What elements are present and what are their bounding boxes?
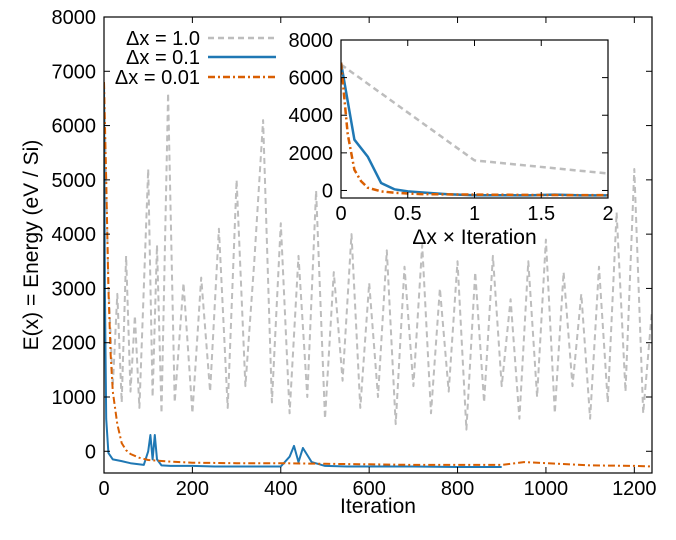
main-xtick-label: 800 [441,478,474,500]
main-xtick-label: 400 [264,478,297,500]
main-xtick-label: 0 [98,478,109,500]
inset-xtick-label: 1.5 [527,203,555,225]
inset-xtick-label: 2 [602,203,613,225]
inset-ytick-label: 6000 [289,68,334,90]
legend-label-0: Δx = 1.0 [126,28,200,50]
inset-ytick-label: 4000 [289,105,334,127]
main-plot: 0 200 400 600 800 1000 12008000700060005000400… [20,7,657,518]
main-xtick-label: 600 [352,478,385,500]
main-ytick-label: 3000 [52,278,97,300]
main-ytick-label: 0 [85,441,96,463]
legend-label-2: Δx = 0.01 [115,67,200,89]
main-ytick-label: 6000 [52,116,97,138]
inset-ytick-label: 0 [322,180,333,202]
main-ytick-label: 4000 [52,224,97,246]
main-frame [103,16,653,474]
main-series-group [104,82,652,468]
main-series-2 [104,82,652,468]
inset-xtick-label: 0.5 [394,203,422,225]
inset-xtick-label: 1 [469,203,480,225]
inset-xtick-label: 0 [335,203,346,225]
legend-label-1: Δx = 0.1 [126,47,200,69]
inset-series-group [341,62,608,197]
main-ytick-label: 7000 [52,61,97,83]
main-series-0 [104,87,652,431]
main-ytick-label: 1000 [52,387,97,409]
main-xtick-label: 200 [176,478,209,500]
main-ytick-label: 2000 [52,333,97,355]
inset-background [341,40,608,198]
inset-series-2 [341,62,608,197]
main-xtick-label: 1200 [612,478,657,500]
main-xtick-label: 1000 [524,478,569,500]
inset-x-axis-title: Δx × Iteration [412,226,536,249]
legend: Δx = 1.0Δx = 0.1Δx = 0.01 [115,28,276,89]
main-ytick-label: 8000 [52,7,97,29]
main-y-axis-title: E(x) = Energy (eV / Si) [20,140,43,351]
main-x-axis-title: Iteration [340,495,416,518]
main-ytick-label: 5000 [52,170,97,192]
main-series-1 [104,82,502,468]
inset-series-0 [341,63,608,175]
inset-plot: 0 0.5 1 1.5 2 8000 6000 4000 2000 0 Δx × Iteration [289,30,614,249]
inset-ytick-label: 8000 [289,30,334,52]
inset-ytick-label: 2000 [289,143,334,165]
